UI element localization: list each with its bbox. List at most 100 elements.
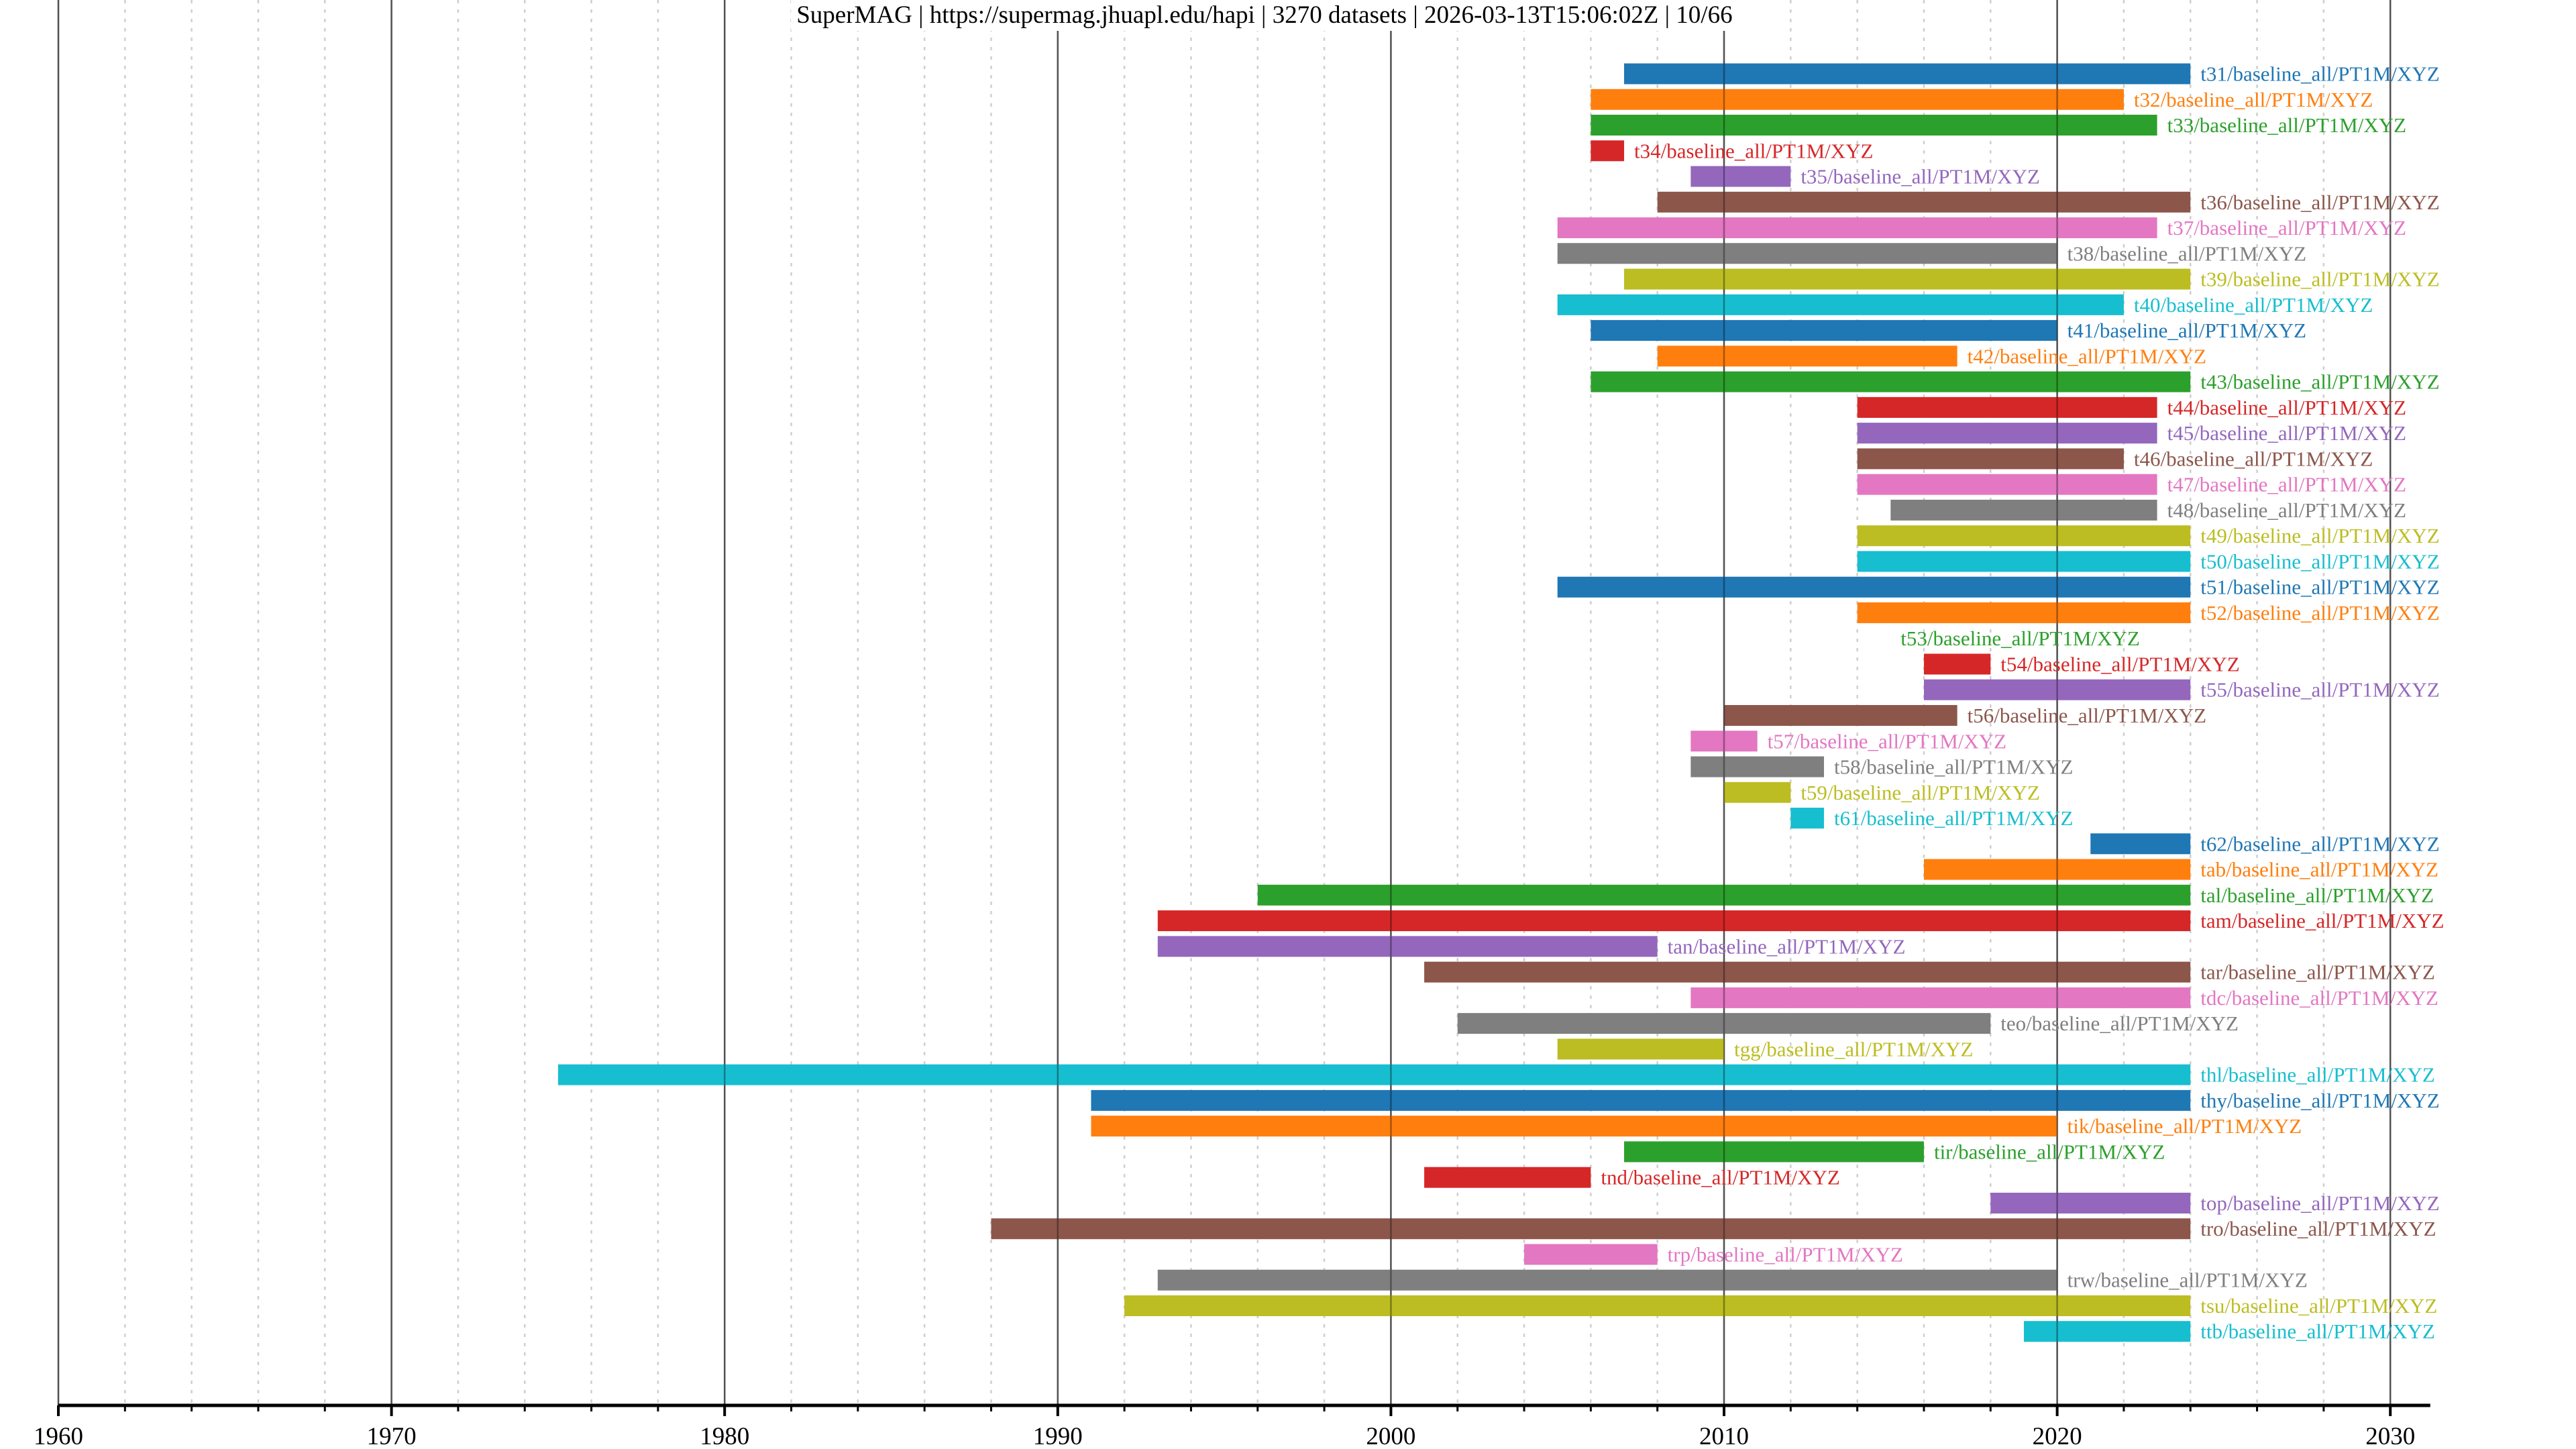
bar-label-teo: teo/baseline_all/PT1M/XYZ: [2000, 1012, 2239, 1035]
bar-label-t32: t32/baseline_all/PT1M/XYZ: [2134, 88, 2373, 111]
bar-label-ttb: ttb/baseline_all/PT1M/XYZ: [2200, 1320, 2435, 1343]
bar-label-tar: tar/baseline_all/PT1M/XYZ: [2200, 961, 2435, 984]
bar-label-t45: t45/baseline_all/PT1M/XYZ: [2167, 421, 2406, 445]
bar-label-tan: tan/baseline_all/PT1M/XYZ: [1668, 934, 1906, 958]
bar-label-t43: t43/baseline_all/PT1M/XYZ: [2200, 370, 2439, 394]
bar-label-t41: t41/baseline_all/PT1M/XYZ: [2068, 319, 2306, 342]
bar-label-thl: thl/baseline_all/PT1M/XYZ: [2200, 1063, 2435, 1087]
bar-label-t49: t49/baseline_all/PT1M/XYZ: [2200, 524, 2439, 547]
bar-label-t47: t47/baseline_all/PT1M/XYZ: [2167, 473, 2406, 496]
bar-tal: [1257, 884, 2191, 906]
x-tick-label: 2000: [1366, 1423, 1415, 1449]
bar-tro: [991, 1218, 2191, 1240]
bar-t44: [1857, 396, 2157, 418]
bar-tgg: [1557, 1038, 1724, 1060]
bar-t55: [1923, 679, 2191, 700]
bar-t37: [1557, 217, 2157, 239]
bar-teo: [1457, 1013, 1991, 1034]
bar-tnd: [1424, 1167, 1591, 1188]
bar-t49: [1857, 525, 2191, 547]
bar-top: [1990, 1192, 2191, 1214]
bar-trp: [1524, 1244, 1658, 1265]
bar-label-t48: t48/baseline_all/PT1M/XYZ: [2167, 498, 2406, 522]
bar-t31: [1624, 63, 2191, 85]
dataset-labels: t31/baseline_all/PT1M/XYZt32/baseline_al…: [1601, 62, 2444, 1344]
bar-label-t53: t53/baseline_all/PT1M/XYZ: [1900, 627, 2139, 650]
bar-tar: [1424, 961, 2191, 983]
bar-label-t58: t58/baseline_all/PT1M/XYZ: [1834, 755, 2073, 779]
bar-label-trp: trp/baseline_all/PT1M/XYZ: [1668, 1242, 1903, 1266]
bar-label-thy: thy/baseline_all/PT1M/XYZ: [2200, 1089, 2439, 1112]
bar-t50: [1857, 551, 2191, 572]
bar-label-tir: tir/baseline_all/PT1M/XYZ: [1934, 1140, 2165, 1163]
bar-label-t44: t44/baseline_all/PT1M/XYZ: [2167, 396, 2406, 419]
bar-label-t40: t40/baseline_all/PT1M/XYZ: [2134, 293, 2373, 317]
bar-label-t52: t52/baseline_all/PT1M/XYZ: [2200, 601, 2439, 625]
bar-label-t50: t50/baseline_all/PT1M/XYZ: [2200, 549, 2439, 573]
bar-ttb: [2023, 1321, 2191, 1342]
bar-t56: [1724, 705, 1957, 726]
bar-tan: [1157, 936, 1658, 957]
bar-label-tik: tik/baseline_all/PT1M/XYZ: [2068, 1114, 2302, 1138]
bar-t35: [1690, 166, 1791, 187]
bar-t51: [1557, 576, 2191, 598]
bar-label-t37: t37/baseline_all/PT1M/XYZ: [2167, 216, 2406, 239]
bar-thy: [1091, 1089, 2191, 1111]
bar-tik: [1091, 1116, 2057, 1137]
x-tick-label: 2030: [2365, 1423, 2415, 1449]
major-gridlines: [57, 0, 2392, 1405]
bar-label-t56: t56/baseline_all/PT1M/XYZ: [1968, 704, 2206, 727]
x-tick-label: 2010: [1699, 1423, 1749, 1449]
bar-tam: [1157, 910, 2191, 932]
bar-t62: [2090, 833, 2191, 855]
bar-label-t61: t61/baseline_all/PT1M/XYZ: [1834, 806, 2073, 830]
bar-tsu: [1124, 1295, 2191, 1316]
bar-label-t55: t55/baseline_all/PT1M/XYZ: [2200, 678, 2439, 702]
bar-label-t34: t34/baseline_all/PT1M/XYZ: [1634, 139, 1873, 162]
bar-label-tnd: tnd/baseline_all/PT1M/XYZ: [1601, 1166, 1839, 1189]
bar-label-tdc: tdc/baseline_all/PT1M/XYZ: [2200, 986, 2438, 1010]
bar-label-tab: tab/baseline_all/PT1M/XYZ: [2200, 858, 2438, 881]
x-tick-label: 1990: [1033, 1423, 1083, 1449]
bar-t58: [1690, 756, 1824, 777]
bar-t40: [1557, 294, 2124, 315]
bar-t46: [1857, 448, 2124, 470]
bar-t39: [1624, 268, 2191, 290]
bar-t42: [1657, 345, 1957, 367]
bar-label-t38: t38/baseline_all/PT1M/XYZ: [2068, 241, 2306, 265]
x-tick-label: 1970: [367, 1423, 417, 1449]
bar-thl: [557, 1064, 2191, 1085]
chart-title: SuperMAG | https://supermag.jhuapl.edu/h…: [796, 1, 1732, 29]
bar-t32: [1591, 89, 2124, 110]
bar-t48: [1890, 499, 2157, 521]
bar-label-t51: t51/baseline_all/PT1M/XYZ: [2200, 576, 2439, 599]
bar-label-tgg: tgg/baseline_all/PT1M/XYZ: [1734, 1037, 1973, 1061]
bar-tir: [1624, 1141, 1924, 1163]
x-axis-tick-labels: 1960 1970 1980 1990 2000 2010 2020 2030: [34, 1423, 2415, 1449]
bar-label-t35: t35/baseline_all/PT1M/XYZ: [1801, 165, 2039, 189]
bar-t59: [1724, 782, 1791, 803]
bar-tdc: [1690, 987, 2191, 1008]
bar-label-t54: t54/baseline_all/PT1M/XYZ: [2000, 652, 2239, 676]
x-tick-label: 1980: [700, 1423, 749, 1449]
bar-label-tam: tam/baseline_all/PT1M/XYZ: [2200, 909, 2444, 932]
bar-t36: [1657, 191, 2191, 213]
x-tick-label: 2020: [2033, 1423, 2082, 1449]
bar-t54: [1923, 653, 1991, 675]
bar-label-top: top/baseline_all/PT1M/XYZ: [2200, 1191, 2439, 1215]
bar-trw: [1157, 1269, 2057, 1291]
x-tick-label: 1960: [34, 1423, 83, 1449]
x-axis: 1960 1970 1980 1990 2000 2010 2020 2030: [34, 1403, 2430, 1449]
bar-t47: [1857, 474, 2157, 495]
bar-t38: [1557, 243, 2057, 264]
bar-label-tal: tal/baseline_all/PT1M/XYZ: [2200, 883, 2434, 907]
bar-label-t57: t57/baseline_all/PT1M/XYZ: [1768, 729, 2006, 753]
bar-label-tro: tro/baseline_all/PT1M/XYZ: [2200, 1217, 2436, 1240]
bar-label-t39: t39/baseline_all/PT1M/XYZ: [2200, 268, 2439, 291]
chart-title-background: [791, 0, 1738, 31]
bar-label-t33: t33/baseline_all/PT1M/XYZ: [2167, 113, 2406, 137]
bar-label-t59: t59/baseline_all/PT1M/XYZ: [1801, 781, 2039, 804]
bar-label-t46: t46/baseline_all/PT1M/XYZ: [2134, 447, 2373, 470]
bar-label-t42: t42/baseline_all/PT1M/XYZ: [1968, 344, 2206, 368]
